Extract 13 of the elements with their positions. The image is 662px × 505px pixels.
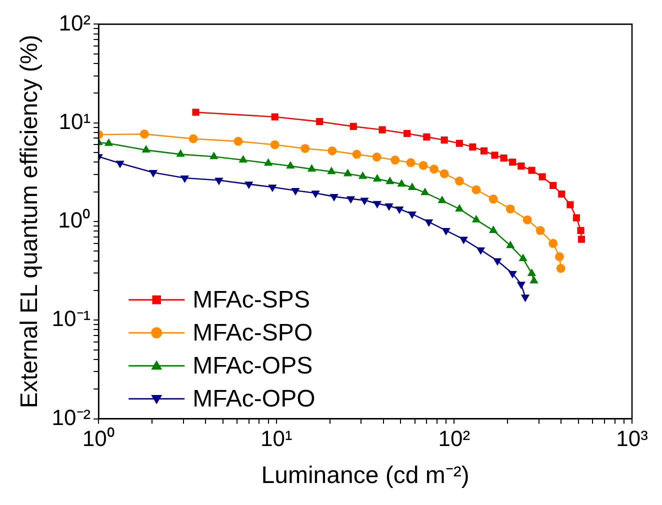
legend-label: MFAc-SPO — [192, 319, 313, 346]
y-tick-label: 10¹ — [58, 108, 91, 134]
legend-label: MFAc-OPS — [192, 352, 313, 380]
legend-label: MFAc-OPO — [192, 385, 316, 412]
y-tick-label: 10² — [58, 10, 91, 36]
legend-label: MFAc-SPS — [192, 286, 310, 314]
y-axis-title: External EL quantum efficiency (%) — [16, 34, 44, 408]
x-tick-label: 10¹ — [260, 426, 292, 452]
x-tick-label: 10³ — [616, 426, 648, 452]
y-tick-label: 10⁻¹ — [52, 306, 91, 332]
x-tick-label: 10² — [438, 426, 470, 452]
x-axis-title: Luminance (cd m⁻²) — [261, 462, 470, 490]
y-tick-label: 10⁰ — [58, 208, 91, 233]
